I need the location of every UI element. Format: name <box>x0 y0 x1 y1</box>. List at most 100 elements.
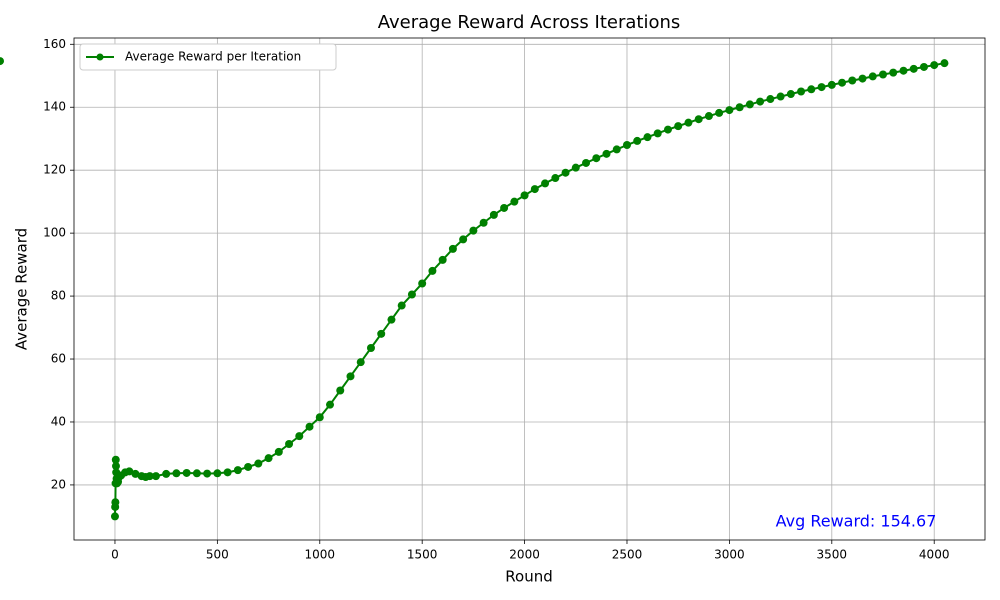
data-point <box>817 83 826 92</box>
data-point <box>694 115 703 124</box>
data-point <box>571 163 580 172</box>
data-point <box>879 70 888 79</box>
data-point <box>561 168 570 177</box>
data-point <box>889 68 898 77</box>
data-point <box>233 466 242 475</box>
data-point <box>786 90 795 99</box>
data-point <box>797 87 806 96</box>
data-point <box>909 64 918 73</box>
data-point <box>643 133 652 142</box>
data-point <box>448 244 457 253</box>
x-tick-label: 1500 <box>407 548 438 562</box>
data-point <box>418 279 427 288</box>
data-point <box>223 468 232 477</box>
data-point <box>131 469 140 478</box>
data-point <box>203 469 212 478</box>
data-point <box>285 440 294 449</box>
data-point <box>407 290 416 299</box>
data-point <box>397 301 406 310</box>
data-point <box>172 469 181 478</box>
data-point <box>377 329 386 338</box>
data-point <box>674 122 683 131</box>
data-point <box>551 174 560 183</box>
x-tick-label: 3500 <box>817 548 848 562</box>
data-point <box>500 203 509 212</box>
data-point <box>151 472 160 481</box>
data-point <box>428 266 437 275</box>
data-point <box>356 358 365 367</box>
data-point <box>622 141 631 150</box>
data-point <box>868 72 877 81</box>
data-point <box>111 462 120 471</box>
x-tick-label: 1000 <box>304 548 335 562</box>
data-point <box>469 226 478 235</box>
data-point <box>725 106 734 115</box>
data-point <box>919 62 928 71</box>
data-point <box>735 103 744 112</box>
data-point <box>264 454 273 463</box>
data-point <box>162 469 171 478</box>
data-point <box>684 118 693 127</box>
x-tick-label: 0 <box>111 548 119 562</box>
data-point <box>633 136 642 145</box>
data-point <box>520 191 529 200</box>
legend-marker <box>96 53 104 61</box>
data-point <box>582 158 591 167</box>
data-point <box>592 154 601 163</box>
legend-box <box>79 43 337 71</box>
x-tick-label: 3000 <box>714 548 745 562</box>
data-point <box>111 455 120 464</box>
data-point <box>0 57 4 66</box>
data-point <box>489 210 498 219</box>
chart-title: Average Reward Across Iterations <box>378 12 681 33</box>
data-point <box>930 61 939 70</box>
data-point <box>602 149 611 158</box>
data-point <box>438 255 447 264</box>
data-point <box>858 74 867 83</box>
data-point <box>715 108 724 117</box>
y-tick-label: 140 <box>43 100 66 114</box>
data-point <box>848 76 857 85</box>
x-tick-label: 2500 <box>612 548 643 562</box>
y-tick-label: 80 <box>51 289 66 303</box>
plot-frame <box>73 37 986 541</box>
data-point <box>336 386 345 395</box>
data-point <box>479 218 488 227</box>
data-point <box>305 422 314 431</box>
y-tick-label: 60 <box>51 352 66 366</box>
data-point <box>145 472 154 481</box>
data-point <box>315 413 324 422</box>
data-point <box>326 400 335 409</box>
data-point <box>756 97 765 106</box>
y-tick-label: 120 <box>43 163 66 177</box>
x-axis-label: Round <box>505 568 552 586</box>
data-point <box>254 459 263 468</box>
data-point <box>182 468 191 477</box>
data-point <box>899 66 908 75</box>
data-point <box>213 469 222 478</box>
x-tick-label: 4000 <box>919 548 950 562</box>
data-point <box>612 145 621 154</box>
y-tick-label: 20 <box>51 477 66 491</box>
y-tick-label: 40 <box>51 414 66 428</box>
x-tick-label: 2000 <box>509 548 540 562</box>
data-point <box>346 372 355 381</box>
data-point <box>387 315 396 324</box>
data-point <box>745 100 754 109</box>
y-axis-label: Average Reward <box>13 228 31 350</box>
data-point <box>111 498 120 507</box>
data-point <box>125 467 134 476</box>
data-point <box>274 447 283 456</box>
data-point <box>244 462 253 471</box>
data-point <box>366 344 375 353</box>
data-point <box>766 95 775 104</box>
annotation: Avg Reward: 154.67 <box>776 512 937 531</box>
legend-label: Average Reward per Iteration <box>125 50 301 64</box>
data-point <box>295 432 304 441</box>
data-point <box>827 80 836 89</box>
data-point <box>807 85 816 94</box>
data-point <box>541 179 550 188</box>
y-tick-label: 100 <box>43 226 66 240</box>
